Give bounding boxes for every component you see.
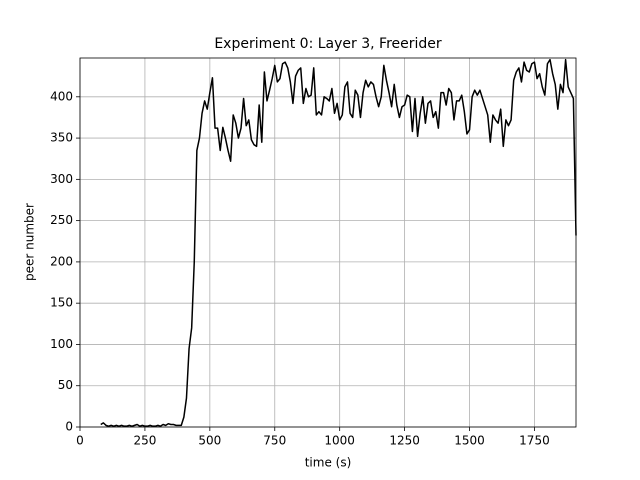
y-tick-label: 100 (50, 337, 73, 351)
x-tick-label: 1000 (324, 434, 355, 448)
y-tick-label: 300 (50, 172, 73, 186)
x-tick-label: 250 (133, 434, 156, 448)
data-line (100, 58, 577, 427)
y-tick-label: 150 (50, 296, 73, 310)
x-tick-label: 1750 (519, 434, 550, 448)
y-tick-label: 50 (58, 378, 73, 392)
y-tick-label: 350 (50, 131, 73, 145)
y-tick-label: 0 (65, 420, 73, 434)
x-tick-label: 500 (198, 434, 221, 448)
y-tick-label: 400 (50, 89, 73, 103)
y-tick-label: 200 (50, 254, 73, 268)
y-tick-label: 250 (50, 213, 73, 227)
plot-area: 0 250 500 750 1000 1250 1500 1750 0 50 100 150 200 25… (50, 57, 577, 448)
x-tick-label: 0 (76, 434, 84, 448)
axes-frame (79, 57, 577, 428)
chart-title: Experiment 0: Layer 3, Freerider (214, 36, 442, 52)
x-tick-label: 1500 (454, 434, 485, 448)
x-tick-label: 750 (263, 434, 286, 448)
x-axis-label: time (s) (305, 456, 352, 470)
y-axis-label: peer number (23, 203, 37, 281)
x-tick-label: 1250 (389, 434, 420, 448)
